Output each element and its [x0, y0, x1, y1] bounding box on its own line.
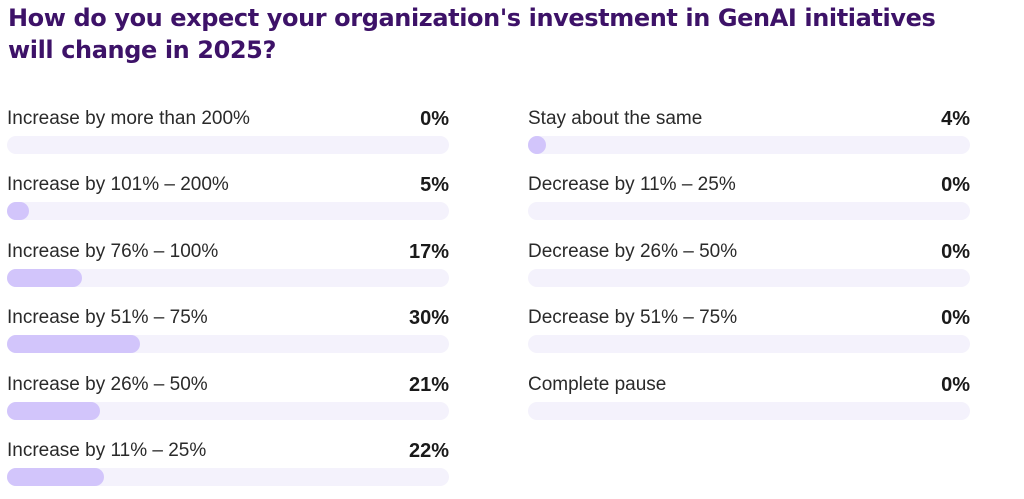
category-label: Stay about the same: [528, 108, 703, 129]
bar-track: [7, 468, 449, 486]
bar: [7, 401, 100, 420]
value-label: 21%: [408, 373, 449, 396]
bar-row: Increase by 51% – 75% 30%: [7, 303, 449, 355]
value-label: 4%: [941, 108, 970, 130]
bar-row: Decrease by 11% – 25% 0%: [528, 170, 970, 222]
bar: [7, 335, 140, 354]
bar-row: Decrease by 26% – 50% 0%: [528, 237, 970, 289]
bar-row: Stay about the same 4%: [528, 104, 970, 156]
category-label: Decrease by 26% – 50%: [528, 240, 738, 262]
bar: [7, 268, 83, 287]
bar-row: Increase by 11% – 25% 22%: [7, 436, 449, 488]
bar-track: [7, 335, 449, 354]
bar-track: [7, 401, 449, 420]
bar-row: Complete pause 0%: [528, 370, 970, 422]
bar-track: [528, 202, 970, 221]
bar: [7, 468, 105, 486]
category-label: Decrease by 11% – 25%: [528, 174, 736, 196]
bar-track: [7, 268, 449, 287]
category-label: Increase by 11% – 25%: [7, 440, 207, 461]
value-label: 0%: [941, 174, 970, 197]
value-label: 0%: [941, 307, 970, 330]
value-label: 22%: [408, 440, 449, 462]
value-label: 17%: [408, 240, 449, 263]
bar-row: Increase by 26% – 50% 21%: [7, 370, 449, 422]
value-label: 0%: [941, 240, 970, 263]
bar-track: [528, 268, 970, 287]
value-label: 0%: [420, 108, 449, 130]
category-label: Decrease by 51% – 75%: [528, 307, 738, 329]
value-label: 5%: [420, 174, 449, 197]
category-label: Increase by 51% – 75%: [7, 307, 208, 329]
chart-title: How do you expect your organization's in…: [8, 4, 936, 64]
bar-track: [7, 136, 449, 154]
bar-row: Increase by 101% – 200% 5%: [7, 170, 449, 222]
value-label: 0%: [941, 373, 970, 396]
category-label: Increase by 26% – 50%: [7, 373, 208, 395]
bar-row: Decrease by 51% – 75% 0%: [528, 303, 970, 355]
bar-track: [7, 202, 449, 221]
category-label: Increase by more than 200%: [7, 108, 250, 129]
bar-track: [528, 136, 970, 154]
bar: [7, 202, 30, 221]
bar-track: [528, 401, 970, 420]
bar-track: [528, 335, 970, 354]
category-label: Complete pause: [528, 373, 667, 395]
bar-row: Increase by 76% – 100% 17%: [7, 237, 449, 289]
bar: [528, 136, 546, 154]
bar-row: Increase by more than 200% 0%: [7, 104, 449, 156]
category-label: Increase by 101% – 200%: [7, 174, 229, 196]
value-label: 30%: [408, 307, 449, 330]
category-label: Increase by 76% – 100%: [7, 240, 219, 262]
